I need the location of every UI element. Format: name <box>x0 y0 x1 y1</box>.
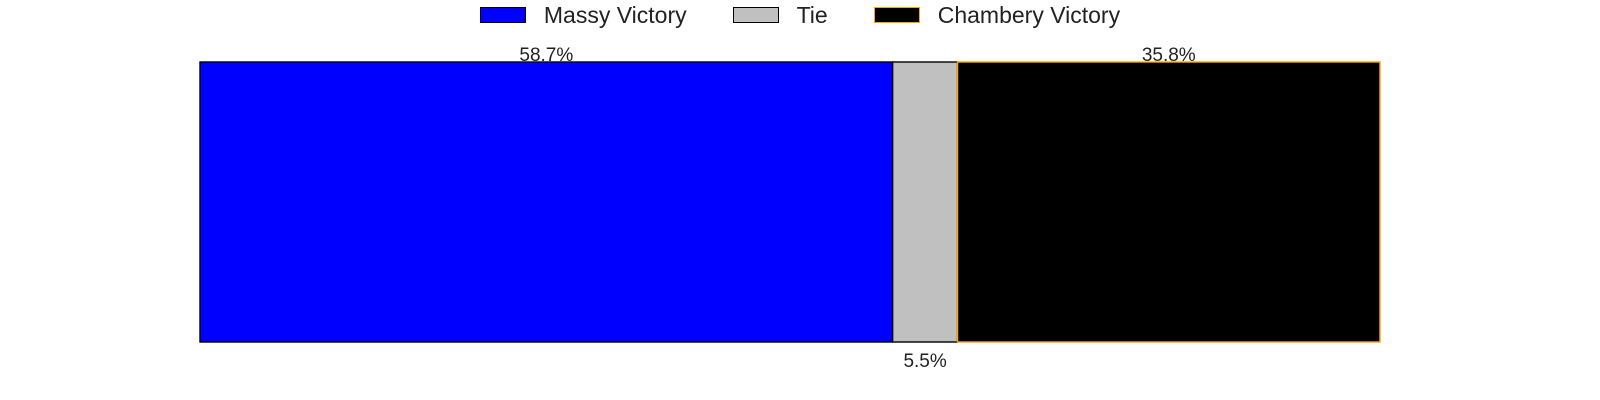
bar-massy-victory <box>199 61 894 343</box>
legend-label-tie: Tie <box>796 1 828 28</box>
legend-swatch-chambery-victory <box>873 7 920 23</box>
legend-label-chambery-victory: Chambery Victory <box>937 1 1121 28</box>
bar-tie <box>891 61 959 343</box>
bar-group <box>199 61 1381 343</box>
data-label-group: 58.7% 5.5% 35.8% <box>519 45 1195 372</box>
legend: Massy Victory Tie Chambery Victory <box>0 0 1600 30</box>
legend-item-tie: Tie <box>732 1 828 28</box>
legend-item-chambery-victory: Chambery Victory <box>873 1 1121 28</box>
legend-item-massy-victory: Massy Victory <box>479 1 687 28</box>
data-label-tie: 5.5% <box>903 351 946 372</box>
data-label-massy-victory: 58.7% <box>519 45 573 66</box>
legend-label-massy-victory: Massy Victory <box>543 1 687 28</box>
data-label-chambery-victory: 35.8% <box>1142 45 1196 66</box>
bar-chambery-victory <box>956 61 1381 343</box>
legend-swatch-tie <box>732 7 779 23</box>
legend-swatch-massy-victory <box>479 7 526 23</box>
